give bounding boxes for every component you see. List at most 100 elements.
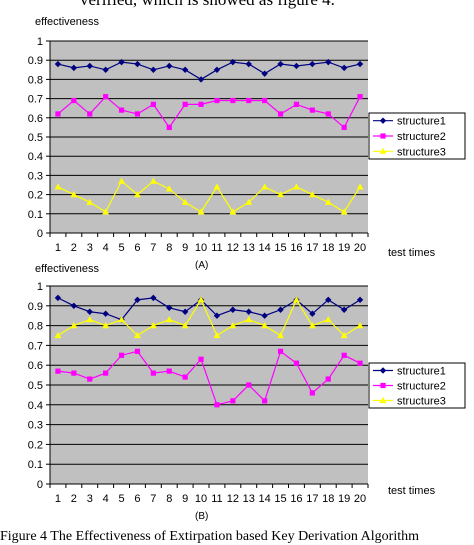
y-tick-label: 0.7 [28,340,43,352]
y-tick-label: 0 [37,479,43,491]
series-line [57,350,361,406]
chart-sublabel: (B) [195,511,208,522]
x-tick-label: 14 [259,493,271,505]
data-point [356,322,364,329]
data-point [165,316,173,323]
data-point [340,331,348,339]
series-structure1 [54,294,364,323]
data-point [261,312,268,319]
x-tick-label: 10 [195,493,207,505]
data-point [293,183,300,190]
data-point [325,58,332,66]
x-tick-label: 3 [87,242,93,254]
x-tick-label: 11 [211,242,222,254]
data-point [118,58,125,66]
x-tick-label: 20 [354,493,366,505]
legend-swatch-marker [379,396,387,404]
data-point [150,370,156,376]
data-point [309,390,315,396]
data-point [341,352,347,358]
data-point [166,124,172,130]
x-tick-label: 18 [322,242,334,254]
legend-swatch-marker [380,133,386,139]
data-point [230,398,236,404]
x-tick-label: 2 [71,242,77,254]
data-point [213,331,221,339]
data-point [103,94,109,100]
x-tick-label: 9 [182,493,188,505]
data-point [134,348,141,354]
legend-label: structure1 [397,366,446,378]
data-point [86,308,93,315]
data-point [166,62,173,70]
data-point [181,308,189,315]
data-point [213,66,221,73]
data-point [197,76,205,83]
data-point [356,296,364,304]
data-point [181,198,189,205]
y-tick-label: 0.7 [28,94,43,106]
data-point [324,198,332,205]
y-tick-label: 1 [37,36,43,48]
series-structure3 [54,296,364,339]
legend-swatch-marker [379,367,387,374]
x-tick-label: 7 [150,242,156,254]
x-tick-label: 7 [150,493,156,505]
data-point [118,177,125,184]
data-point [87,111,93,117]
data-point [54,331,62,339]
data-point [182,101,188,107]
x-tick-label: 11 [211,493,222,505]
legend-swatch-marker [379,117,387,124]
data-point [165,185,173,192]
x-tick-label: 1 [55,242,61,254]
y-tick-label: 0.2 [28,439,43,451]
data-point [118,316,125,323]
series-line [57,95,361,129]
x-tick-label: 12 [227,493,239,505]
y-axis-label: effectiveness [35,263,100,275]
data-point [357,94,363,100]
data-point [86,316,94,323]
x-axis-label: test times [388,247,436,259]
x-tick-label: 6 [134,242,140,254]
data-point [262,97,268,104]
data-point [102,208,110,215]
data-point [134,111,141,117]
x-tick-label: 2 [71,493,77,505]
data-point [308,322,316,329]
data-point [149,322,157,329]
intro-text: verified, which is showed as figure 4. [80,0,335,10]
x-tick-label: 12 [227,242,239,254]
data-point [277,191,284,198]
data-point [293,101,300,107]
x-tick-label: 16 [290,242,302,254]
data-point [261,183,269,190]
data-point [118,107,125,113]
y-tick-label: 0.8 [28,74,43,86]
data-point [214,97,220,104]
legend-label: structure2 [397,381,446,393]
legend-label: structure2 [397,131,446,143]
data-point [245,308,252,315]
series-structure2 [55,94,363,130]
data-point [229,306,237,313]
data-point [55,368,61,374]
data-point [293,296,300,303]
data-point [198,101,204,107]
y-tick-label: 0.4 [28,151,43,163]
data-point [197,296,205,303]
legend-entry: structure2 [373,131,446,143]
legend-label: structure1 [397,116,446,128]
data-point [182,374,188,380]
data-point [71,370,77,376]
data-point [150,101,156,107]
data-point [70,322,78,329]
data-point [118,352,125,358]
data-point [309,310,316,317]
data-point [246,382,252,388]
data-point [70,64,78,72]
x-tick-label: 13 [243,493,255,505]
legend-swatch-marker [379,147,387,154]
chart-b: 00.10.20.30.40.50.60.70.80.911 2 3 4 5 6 7 8 9 10… [28,263,466,522]
